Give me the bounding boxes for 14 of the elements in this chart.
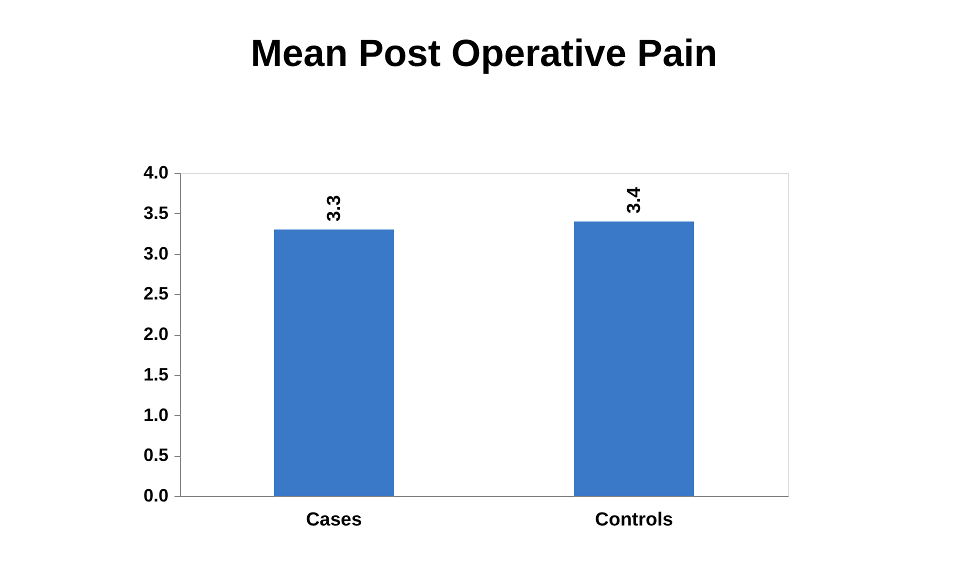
y-tick-label: 2.5 — [143, 284, 168, 304]
y-tick-label: 0.0 — [143, 486, 168, 506]
chart-title: Mean Post Operative Pain — [250, 33, 718, 75]
data-label: 3.3 — [324, 195, 345, 222]
x-tick-label: Cases — [306, 510, 362, 530]
data-label: 3.4 — [624, 186, 646, 214]
y-tick-label: 0.5 — [143, 445, 168, 466]
y-tick-label: 4.0 — [143, 162, 168, 182]
y-tick-label: 3.5 — [143, 202, 168, 223]
y-tick-label: 3.0 — [143, 243, 168, 264]
y-tick-label: 1.5 — [143, 364, 168, 384]
x-tick-label: Controls — [594, 510, 674, 530]
y-tick-label: 2.0 — [143, 324, 168, 344]
y-tick-label: 1.0 — [143, 404, 168, 425]
